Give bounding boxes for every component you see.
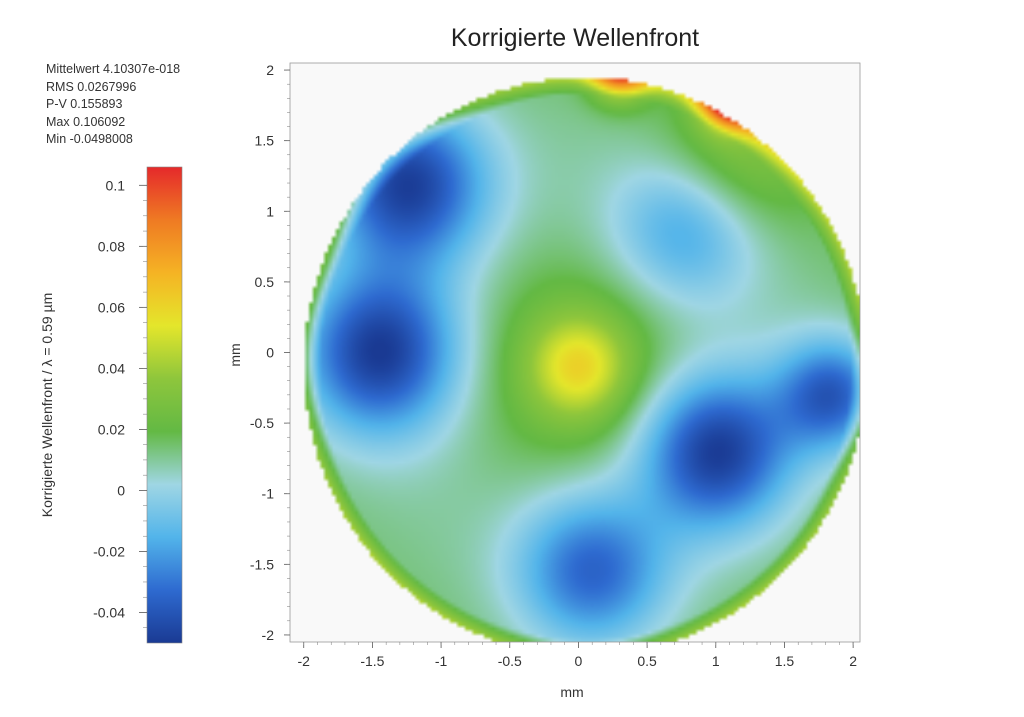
- colorbar-tick-label: -0.04: [93, 604, 125, 620]
- y-axis-label: mm: [227, 343, 243, 366]
- plot-area: -2 -1.5 -1 -0.5 0 0.5 1 1.5 2 2 1.5 1 0.5 0 -0.5 -1 -1.…: [227, 62, 861, 700]
- colorbar: 0.1 0.08 0.06 0.04 0.02 0 -0.02 -0.04 Korrigier…: [39, 166, 183, 644]
- colorbar-tick-label: 0.06: [98, 299, 125, 315]
- stat-min: Min -0.0498008: [46, 132, 133, 146]
- y-tick-label: 1: [266, 203, 274, 219]
- y-tick-label: -1.5: [250, 556, 274, 572]
- colorbar-ticks: 0.1 0.08 0.06 0.04 0.02 0 -0.02 -0.04: [93, 177, 147, 628]
- y-tick-label: 0.5: [255, 274, 275, 290]
- y-tick-label: 0: [266, 345, 274, 361]
- y-axis: 2 1.5 1 0.5 0 -0.5 -1 -1.5 -2: [250, 62, 290, 643]
- x-tick-label: -1.5: [360, 653, 384, 669]
- x-tick-label: -1: [435, 653, 448, 669]
- x-axis: -2 -1.5 -1 -0.5 0 0.5 1 1.5 2: [298, 642, 857, 669]
- stat-pv: P-V 0.155893: [46, 97, 123, 111]
- x-axis-label: mm: [560, 684, 583, 700]
- x-tick-label: -2: [298, 653, 311, 669]
- colorbar-tick-label: 0.02: [98, 421, 125, 437]
- y-tick-label: 1.5: [255, 133, 275, 149]
- y-tick-label: -0.5: [250, 415, 274, 431]
- stat-mean: Mittelwert 4.10307e-018: [46, 62, 181, 76]
- colorbar-tick-label: 0.04: [98, 360, 125, 376]
- x-tick-label: 1: [712, 653, 720, 669]
- x-tick-label: -0.5: [498, 653, 522, 669]
- colorbar-gradient: [146, 166, 183, 644]
- colorbar-tick-label: 0.08: [98, 238, 125, 254]
- stat-max: Max 0.106092: [46, 114, 126, 129]
- colorbar-tick-label: 0: [117, 482, 125, 498]
- x-tick-label: 0: [575, 653, 583, 669]
- x-tick-label: 2: [849, 653, 857, 669]
- y-tick-label: -2: [262, 627, 275, 643]
- y-tick-label: -1: [262, 486, 275, 502]
- chart-title: Korrigierte Wellenfront: [450, 24, 700, 52]
- stat-rms: RMS 0.0267996: [46, 79, 137, 94]
- x-tick-label: 0.5: [637, 653, 657, 669]
- x-tick-label: 1.5: [775, 653, 795, 669]
- colorbar-label: Korrigierte Wellenfront / λ = 0.59 µm: [39, 293, 55, 518]
- statistics-block: Mittelwert 4.10307e-018 RMS 0.0267996 P-…: [46, 61, 180, 149]
- colorbar-tick-label: 0.1: [106, 177, 126, 193]
- wavefront-heatmap: [290, 63, 860, 642]
- colorbar-tick-label: -0.02: [93, 543, 125, 559]
- y-tick-label: 2: [266, 62, 274, 78]
